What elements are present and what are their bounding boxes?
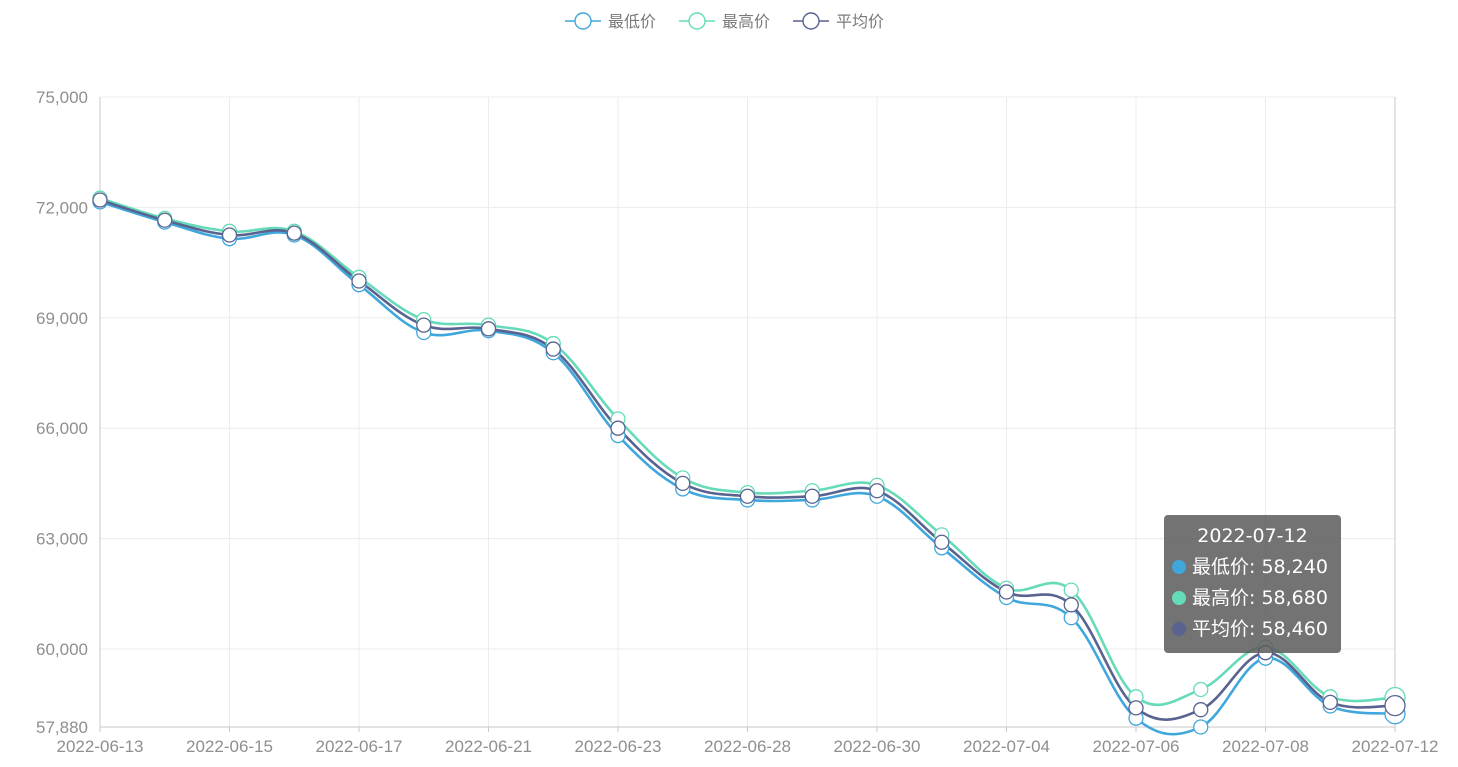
tooltip-label-max: 最高价 <box>1192 587 1250 609</box>
point-min[interactable] <box>1193 719 1209 735</box>
point-avg[interactable] <box>1193 702 1209 718</box>
tooltip-dot-avg <box>1172 622 1186 636</box>
point-max[interactable] <box>1063 582 1079 598</box>
x-tick-label: 2022-06-30 <box>834 737 921 756</box>
legend-marker <box>802 12 820 30</box>
tooltip-title: 2022-07-12 <box>1197 525 1308 547</box>
y-tick-label: 63,000 <box>36 530 88 549</box>
y-tick-label: 60,000 <box>36 640 88 659</box>
x-tick-label: 2022-07-04 <box>963 737 1050 756</box>
x-tick-label: 2022-06-13 <box>57 737 144 756</box>
x-tick-label: 2022-06-21 <box>445 737 532 756</box>
point-avg[interactable] <box>416 317 432 333</box>
tooltip-value-max: 58,680 <box>1261 587 1328 609</box>
legend-label: 平均价 <box>836 12 884 31</box>
y-tick-label: 66,000 <box>36 419 88 438</box>
point-avg[interactable] <box>1128 700 1144 716</box>
point-max[interactable] <box>1193 681 1209 698</box>
point-avg[interactable] <box>221 227 238 243</box>
point-avg[interactable] <box>157 212 173 228</box>
tooltip-dot-min <box>1172 560 1186 574</box>
point-avg[interactable] <box>545 341 561 357</box>
legend-label: 最低价 <box>608 12 656 31</box>
x-axis-labels: 2022-06-13 2022-06-15 2022-06-17 2022-06-21… <box>57 737 1439 756</box>
point-avg[interactable] <box>1384 695 1406 717</box>
point-avg[interactable] <box>869 483 885 499</box>
tooltip-dot-max <box>1172 591 1186 605</box>
x-tick-label: 2022-07-06 <box>1093 737 1180 756</box>
x-tick-label: 2022-06-28 <box>704 737 791 756</box>
tooltip-row-max: 最高价: 58,680 <box>1172 583 1341 614</box>
x-tick-label: 2022-06-23 <box>575 737 662 756</box>
x-tick-label: 2022-06-17 <box>316 737 403 756</box>
legend[interactable]: 最低价 最高价 平均价 <box>565 12 884 31</box>
point-avg[interactable] <box>610 420 626 436</box>
x-tick-label: 2022-07-12 <box>1352 737 1439 756</box>
point-avg[interactable] <box>1322 694 1338 710</box>
point-avg[interactable] <box>739 488 756 504</box>
tooltip-label-avg: 平均价 <box>1192 618 1250 640</box>
point-avg[interactable] <box>351 273 367 289</box>
point-avg[interactable] <box>480 321 497 337</box>
point-avg[interactable] <box>92 192 108 208</box>
tooltip-label-min: 最低价 <box>1192 556 1250 578</box>
point-avg[interactable] <box>804 488 820 504</box>
tooltip-value-avg: 58,460 <box>1261 618 1328 640</box>
legend-item-max[interactable]: 最高价 <box>679 12 770 31</box>
point-avg[interactable] <box>934 534 950 550</box>
y-tick-label: 75,000 <box>36 88 88 107</box>
point-avg[interactable] <box>1063 597 1079 613</box>
grid-lines <box>100 96 1395 727</box>
tooltip-row-min: 最低价: 58,240 <box>1172 552 1341 583</box>
legend-item-avg[interactable]: 平均价 <box>793 12 884 31</box>
series-points[interactable] <box>92 190 1406 735</box>
point-avg[interactable] <box>675 475 691 492</box>
x-tick-label: 2022-07-08 <box>1222 737 1309 756</box>
legend-marker <box>688 12 706 30</box>
point-avg[interactable] <box>286 225 302 241</box>
point-min[interactable] <box>1063 610 1079 626</box>
x-tick-label: 2022-06-15 <box>186 737 273 756</box>
point-avg[interactable] <box>998 584 1015 600</box>
tooltip-row-avg: 平均价: 58,460 <box>1172 614 1341 645</box>
legend-label: 最高价 <box>722 12 770 31</box>
tooltip-value-min: 58,240 <box>1261 556 1328 578</box>
tooltip: 2022-07-12 最低价: 58,240 最高价: 58,680 平均价: … <box>1164 515 1341 653</box>
y-tick-label: 69,000 <box>36 309 88 328</box>
y-axis-labels: 75,000 72,000 69,000 66,000 63,000 60,000 57,8… <box>36 88 88 737</box>
y-tick-label: 72,000 <box>36 198 88 217</box>
legend-marker <box>574 12 592 30</box>
legend-item-min[interactable]: 最低价 <box>565 12 656 31</box>
y-tick-label: 57,880 <box>36 718 88 737</box>
